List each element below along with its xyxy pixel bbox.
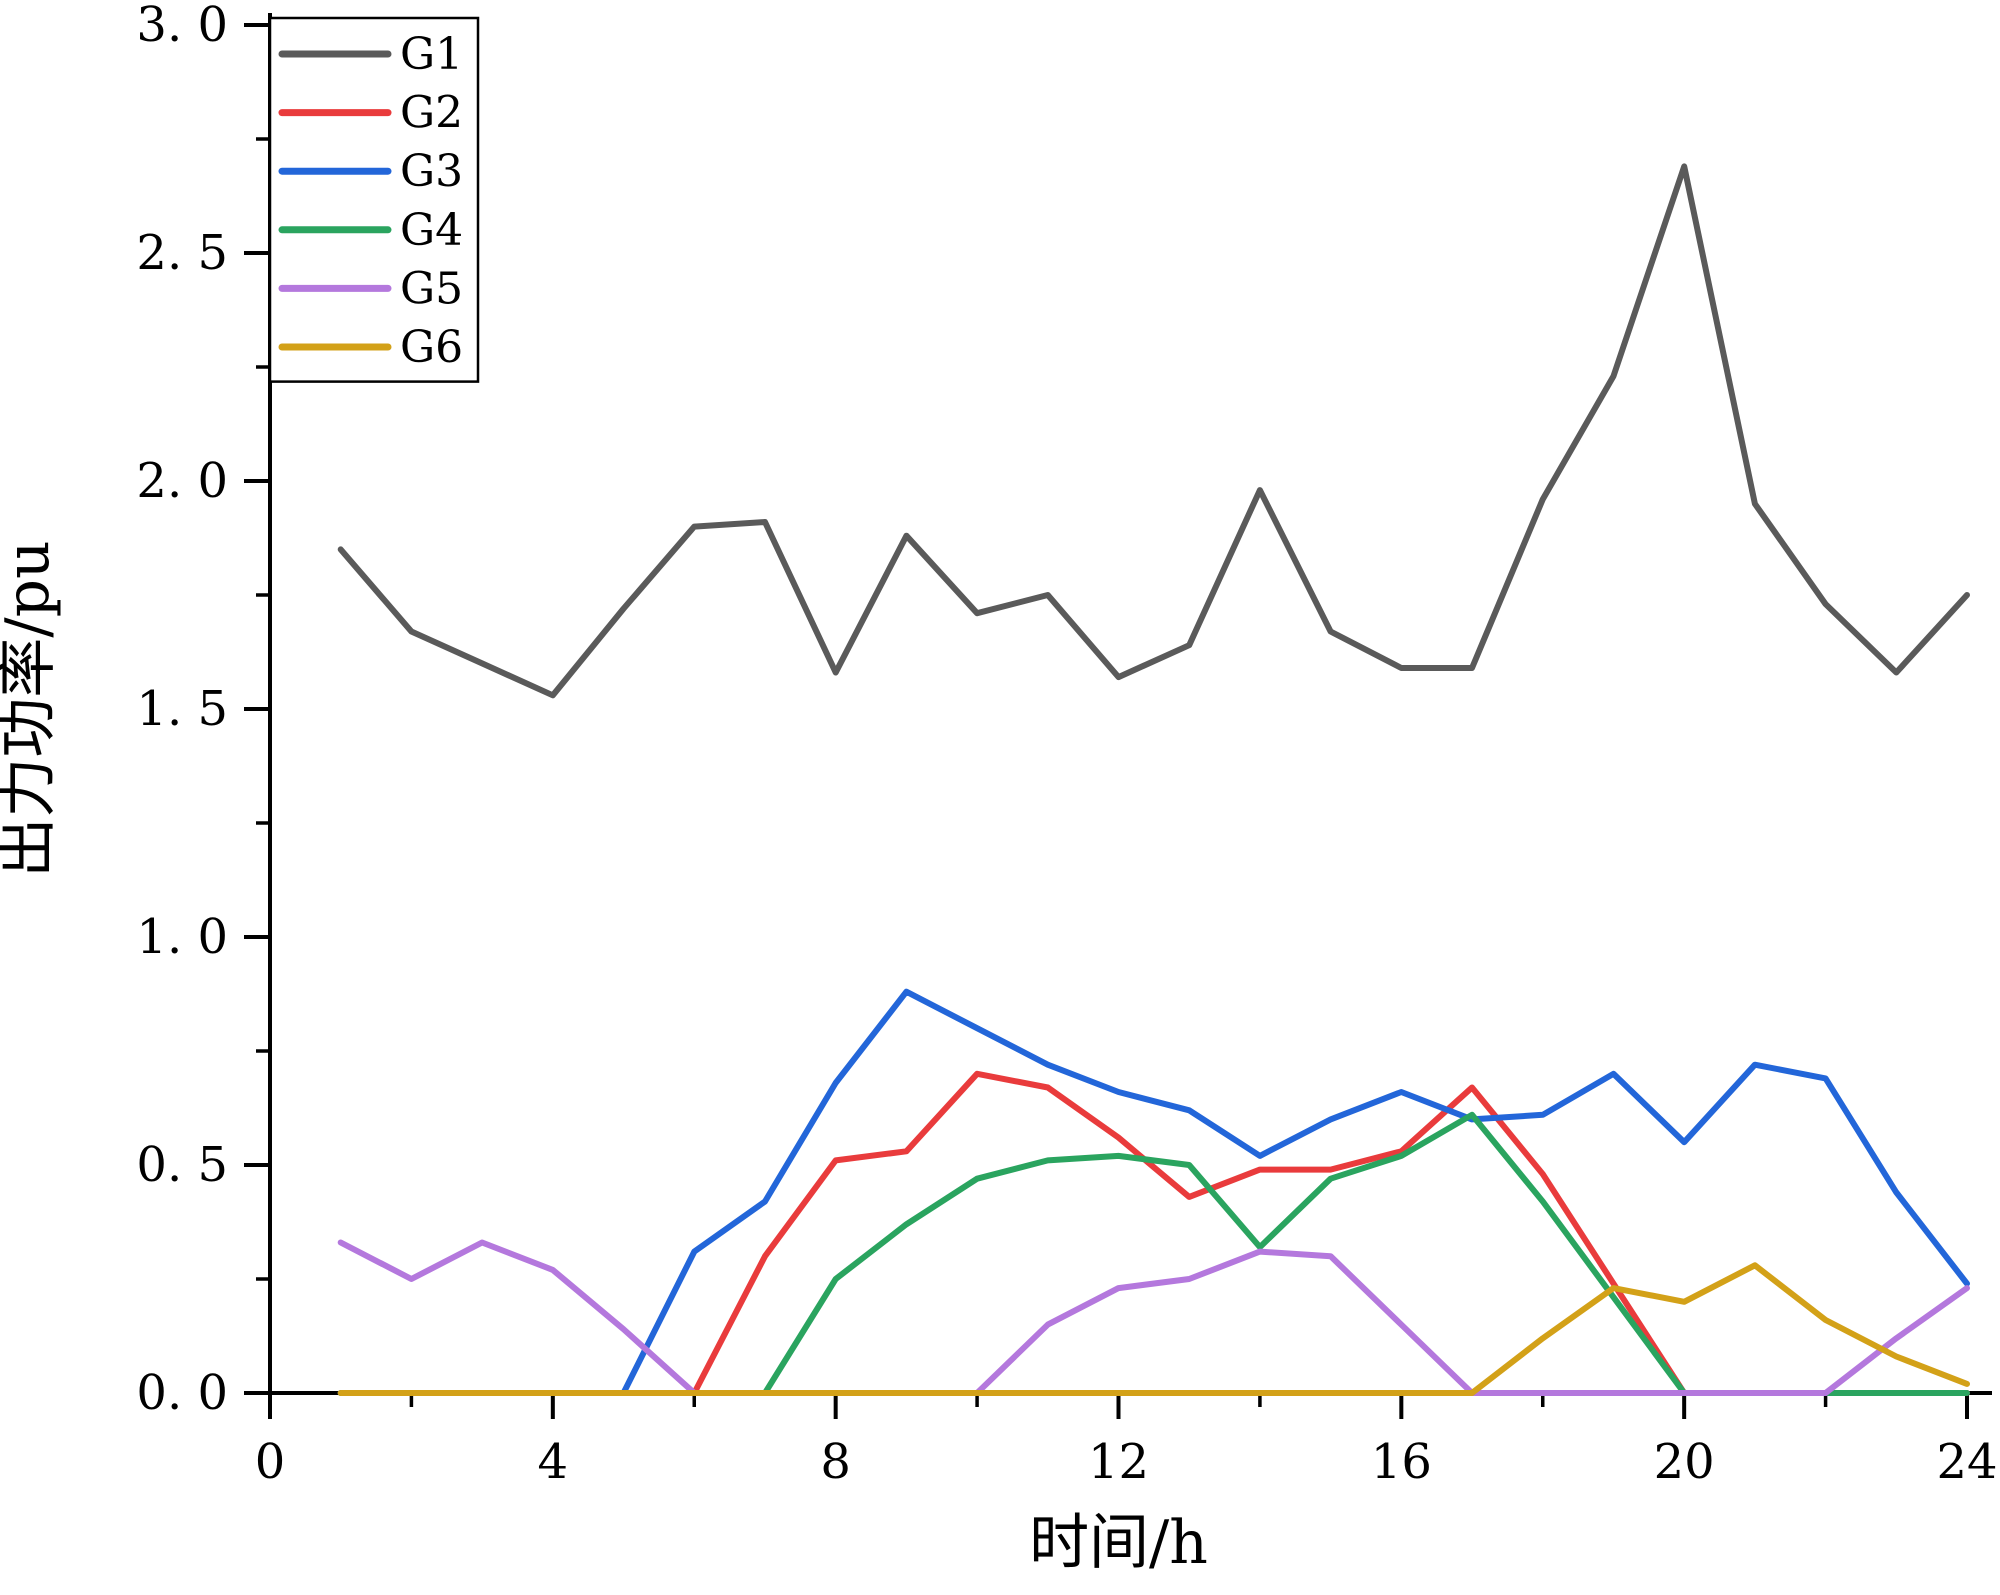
series-line-G6	[337, 1262, 1970, 1396]
x-tick-label: 8	[820, 1434, 851, 1490]
y-tick-label: 2. 0	[136, 453, 228, 509]
x-tick-label: 20	[1654, 1434, 1715, 1490]
x-tick-label: 0	[255, 1434, 286, 1490]
x-tick-label: 12	[1088, 1434, 1149, 1490]
series-line-G4	[337, 1111, 1970, 1396]
legend-box	[268, 16, 480, 383]
legend-label-G4: G4	[400, 205, 463, 256]
x-tick-label: 16	[1371, 1434, 1432, 1490]
y-tick-label: 0. 5	[136, 1137, 228, 1193]
x-tick-label: 4	[538, 1434, 569, 1490]
legend-label-G1: G1	[400, 29, 463, 80]
y-tick-label: 3. 0	[136, 0, 228, 53]
legend-label-G6: G6	[400, 322, 463, 373]
x-axis-title: 时间/h	[1029, 1508, 1208, 1578]
series-line-G5	[337, 1239, 1970, 1396]
y-tick-label: 0. 0	[136, 1365, 228, 1421]
y-tick-label: 2. 5	[136, 225, 228, 281]
legend-label-G5: G5	[400, 263, 463, 314]
legend-label-G2: G2	[400, 88, 463, 139]
y-axis-title: 出力功率/pu	[0, 540, 63, 877]
y-tick-label: 1. 5	[136, 681, 228, 737]
y-tick-label: 1. 0	[136, 909, 228, 965]
series-line-G1	[337, 163, 1970, 699]
series-line-G2	[337, 1070, 1970, 1396]
series-line-G3	[337, 988, 1970, 1396]
legend-label-G3: G3	[400, 146, 463, 197]
x-tick-label: 24	[1936, 1434, 1997, 1490]
